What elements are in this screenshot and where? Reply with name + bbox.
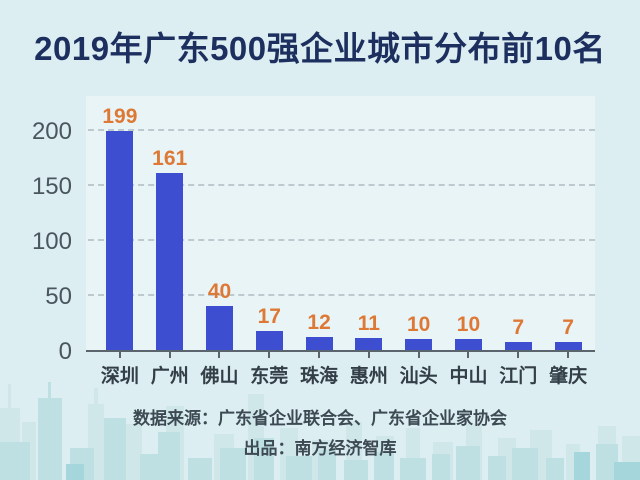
bar-column: 12 — [294, 312, 344, 350]
tick-column — [394, 352, 444, 358]
tick-column — [244, 352, 294, 358]
tick-column — [344, 352, 394, 358]
gridlines — [86, 96, 595, 352]
axis-tick — [417, 352, 420, 358]
bar — [554, 342, 582, 350]
axis-tick — [467, 352, 470, 358]
bar-value-label: 40 — [207, 280, 232, 303]
ticks-row — [95, 352, 593, 358]
x-axis-label: 江门 — [499, 366, 538, 387]
bar-value-label: 17 — [257, 305, 281, 329]
bar — [454, 339, 482, 350]
tick-column — [493, 352, 543, 358]
data-source-text: 数据来源：广东省企业联合会、广东省企业家协会 — [133, 409, 507, 428]
axis-tick — [367, 352, 370, 358]
bar-value-label: 7 — [512, 316, 525, 340]
bar-value-label: 10 — [407, 313, 431, 336]
bar-column: 10 — [444, 314, 494, 350]
plot-area: 0 50 100 150 200 199 161 40 17 12 11 10 10 7 7 深圳 广州 佛山… — [32, 96, 595, 387]
gridline — [88, 294, 595, 296]
bar — [305, 336, 333, 350]
producer-text: 出品：南方经济智库 — [243, 439, 397, 458]
tick-column — [145, 352, 195, 358]
bar — [156, 172, 184, 350]
bar — [405, 339, 433, 350]
bar-column: 7 — [543, 317, 593, 350]
axis-tick — [517, 352, 520, 358]
tick-column — [444, 352, 494, 358]
x-axis-label: 汕头 — [399, 366, 438, 387]
gridline — [88, 239, 595, 241]
bar-column: 40 — [195, 281, 245, 350]
axis-tick — [218, 352, 221, 358]
bars-row: 199 161 40 17 12 11 10 10 7 7 — [95, 106, 593, 350]
axis-tick — [168, 352, 171, 358]
bar-column: 11 — [344, 313, 394, 350]
bar-value-label: 199 — [102, 105, 138, 129]
x-axis-label: 肇庆 — [549, 366, 588, 387]
bar — [355, 337, 383, 350]
bar-value-label: 161 — [152, 146, 188, 170]
axis-tick — [318, 352, 321, 358]
x-axis-label: 东莞 — [250, 366, 289, 387]
y-axis-tick-label: 100 — [31, 228, 72, 255]
x-axis-label: 广州 — [150, 366, 189, 387]
axis-tick — [567, 352, 570, 358]
x-axis-label: 深圳 — [100, 366, 139, 387]
bar — [504, 342, 532, 350]
bar — [255, 331, 283, 350]
bar-value-label: 10 — [456, 313, 481, 336]
bar-value-label: 12 — [307, 310, 331, 334]
bar-column: 199 — [95, 106, 145, 350]
x-axis-label: 佛山 — [200, 366, 239, 387]
bar — [106, 131, 134, 350]
footer: 数据来源：广东省企业联合会、广东省企业家协会 出品：南方经济智库 — [0, 404, 640, 464]
y-axis-tick-label: 150 — [31, 173, 72, 200]
y-axis-tick-label: 0 — [58, 338, 72, 365]
y-axis-tick-label: 50 — [45, 283, 72, 310]
tick-column — [294, 352, 344, 358]
bar — [205, 306, 233, 350]
chart-title: 2019年广东500强企业城市分布前10名 — [34, 30, 606, 67]
bar-column: 7 — [493, 317, 543, 350]
bar-column: 17 — [244, 306, 294, 350]
bar-column: 10 — [394, 314, 444, 350]
gridline — [88, 184, 595, 186]
tick-column — [195, 352, 245, 358]
axis-tick — [268, 352, 271, 358]
bar-column: 161 — [145, 148, 195, 350]
bar-value-label: 11 — [357, 311, 380, 335]
axis-tick — [118, 352, 121, 358]
bar-value-label: 7 — [562, 316, 574, 340]
x-axis-line — [86, 350, 595, 352]
y-axis-labels: 0 50 100 150 200 — [24, 96, 78, 365]
x-axis-label: 惠州 — [349, 366, 388, 387]
tick-column — [95, 352, 145, 358]
x-axis-label: 中山 — [449, 366, 488, 387]
tick-column — [543, 352, 593, 358]
y-axis-tick-label: 200 — [31, 118, 72, 145]
x-axis-labels: 深圳 广州 佛山 东莞 珠海 惠州 汕头 中山 江门 肇庆 — [95, 361, 593, 388]
gridline — [88, 129, 595, 131]
x-axis-label: 珠海 — [300, 366, 339, 387]
